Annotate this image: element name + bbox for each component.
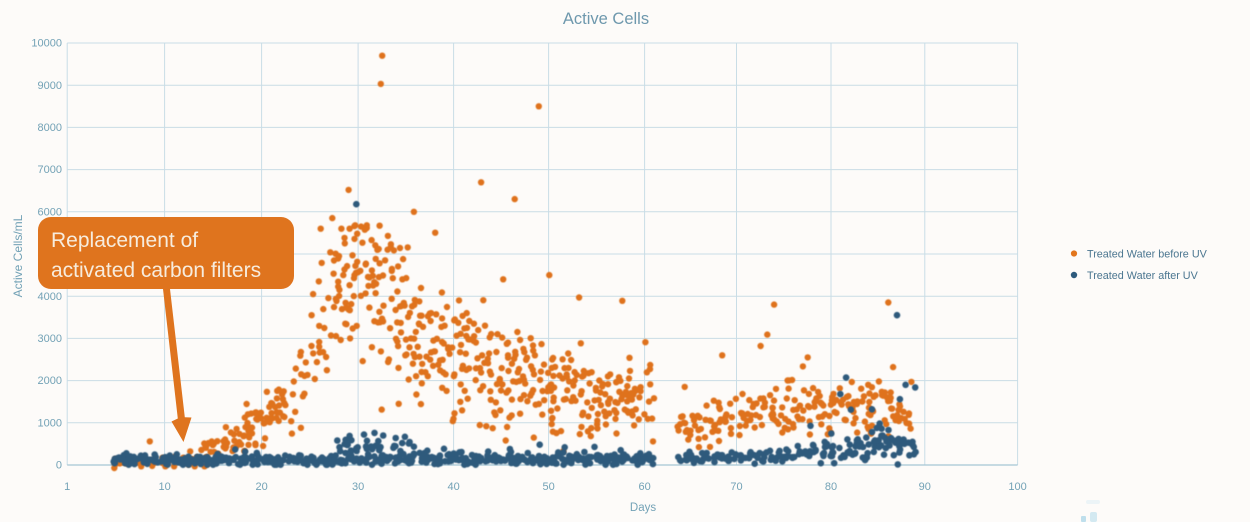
svg-text:7000: 7000 (38, 164, 62, 176)
svg-text:Active Cells: Active Cells (563, 10, 649, 28)
svg-text:6000: 6000 (38, 206, 62, 218)
svg-text:Replacement of: Replacement of (51, 229, 198, 252)
svg-text:90: 90 (919, 481, 931, 493)
svg-text:10000: 10000 (31, 38, 62, 50)
svg-text:Treated Water before UV: Treated Water before UV (1087, 249, 1208, 261)
svg-text:0: 0 (56, 460, 62, 472)
svg-text:9000: 9000 (38, 80, 62, 92)
svg-text:70: 70 (730, 481, 742, 493)
svg-text:30: 30 (352, 481, 364, 493)
svg-text:3000: 3000 (38, 333, 62, 345)
svg-text:4000: 4000 (38, 291, 62, 303)
svg-text:60: 60 (638, 481, 650, 493)
svg-text:20: 20 (255, 481, 267, 493)
svg-text:Active Cells/mL: Active Cells/mL (11, 214, 25, 297)
svg-text:10: 10 (158, 481, 170, 493)
svg-text:8000: 8000 (38, 122, 62, 134)
svg-text:Treated Water after UV: Treated Water after UV (1087, 270, 1199, 282)
svg-text:Days: Days (630, 502, 656, 514)
svg-text:40: 40 (447, 481, 459, 493)
svg-text:100: 100 (1008, 481, 1026, 493)
svg-text:80: 80 (825, 481, 837, 493)
svg-text:2000: 2000 (38, 375, 62, 387)
svg-text:50: 50 (542, 481, 554, 493)
svg-text:1: 1 (64, 481, 70, 493)
svg-text:1000: 1000 (38, 417, 62, 429)
svg-text:activated carbon filters: activated carbon filters (51, 259, 261, 282)
